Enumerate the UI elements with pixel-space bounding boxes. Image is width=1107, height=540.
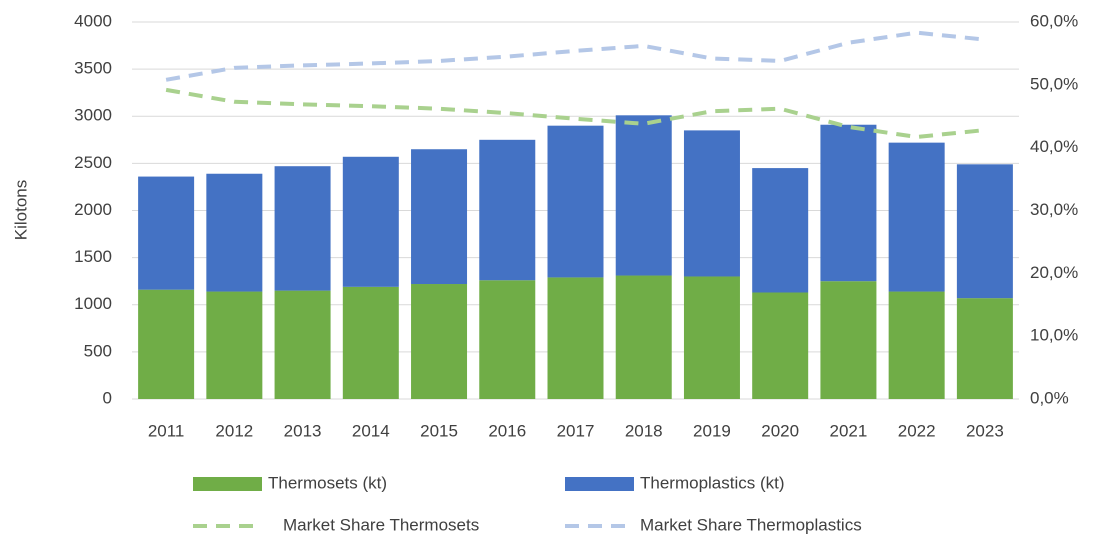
bar — [615, 275, 672, 399]
x-tick-label: 2017 — [557, 421, 595, 440]
y2-tick-label: 10,0% — [1030, 326, 1078, 345]
x-tick-label: 2019 — [693, 421, 731, 440]
x-tick-label: 2016 — [488, 421, 526, 440]
bar — [820, 281, 877, 399]
x-tick-label: 2021 — [830, 421, 868, 440]
bar — [274, 290, 331, 399]
bar — [206, 173, 263, 292]
x-tick-label: 2012 — [215, 421, 253, 440]
y-tick-label: 4000 — [74, 11, 112, 30]
y-tick-label: 2000 — [74, 200, 112, 219]
bar — [683, 130, 740, 277]
line — [165, 30, 986, 82]
y2-tick-label: 0,0% — [1030, 388, 1069, 407]
y-tick-label: 500 — [84, 341, 112, 360]
x-tick-label: 2014 — [352, 421, 390, 440]
bar — [683, 276, 740, 399]
y2-tick-label: 20,0% — [1030, 263, 1078, 282]
y2-tick-label: 50,0% — [1030, 74, 1078, 93]
y-tick-label: 2500 — [74, 153, 112, 172]
x-tick-label: 2013 — [284, 421, 322, 440]
bar — [615, 115, 672, 276]
bar — [411, 284, 468, 399]
y-tick-label: 1500 — [74, 247, 112, 266]
x-tick-label: 2018 — [625, 421, 663, 440]
legend-swatch — [565, 477, 634, 491]
x-tick-label: 2023 — [966, 421, 1004, 440]
legend-label: Thermoplastics (kt) — [640, 473, 785, 492]
legend-swatch — [193, 477, 262, 491]
bar — [138, 289, 195, 399]
y-axis-label: Kilotons — [11, 180, 30, 240]
bar — [342, 286, 399, 399]
x-tick-label: 2011 — [148, 421, 185, 440]
y-tick-label: 3500 — [74, 59, 112, 78]
y-tick-label: 0 — [103, 388, 112, 407]
bar — [411, 149, 468, 285]
x-tick-label: 2022 — [898, 421, 936, 440]
bar — [479, 280, 536, 399]
y2-tick-label: 40,0% — [1030, 137, 1078, 156]
legend-label: Market Share Thermosets — [283, 515, 479, 534]
bar — [956, 298, 1013, 399]
legend-label: Market Share Thermoplastics — [640, 515, 862, 534]
bar — [274, 166, 331, 291]
y2-tick-label: 30,0% — [1030, 200, 1078, 219]
bar — [547, 277, 604, 399]
bar — [547, 125, 604, 278]
y-tick-label: 1000 — [74, 294, 112, 313]
bar — [752, 168, 809, 293]
bar — [752, 292, 809, 399]
bar — [138, 176, 195, 290]
y2-tick-label: 60,0% — [1030, 11, 1078, 30]
bar — [888, 291, 945, 399]
bar — [342, 156, 399, 287]
x-tick-label: 2015 — [420, 421, 458, 440]
legend-label: Thermosets (kt) — [268, 473, 387, 492]
y-tick-label: 3000 — [74, 106, 112, 125]
bar — [888, 142, 945, 292]
bar — [206, 291, 263, 399]
bar — [479, 139, 536, 281]
bar — [820, 124, 877, 282]
bar — [956, 164, 1013, 299]
x-tick-label: 2020 — [761, 421, 799, 440]
